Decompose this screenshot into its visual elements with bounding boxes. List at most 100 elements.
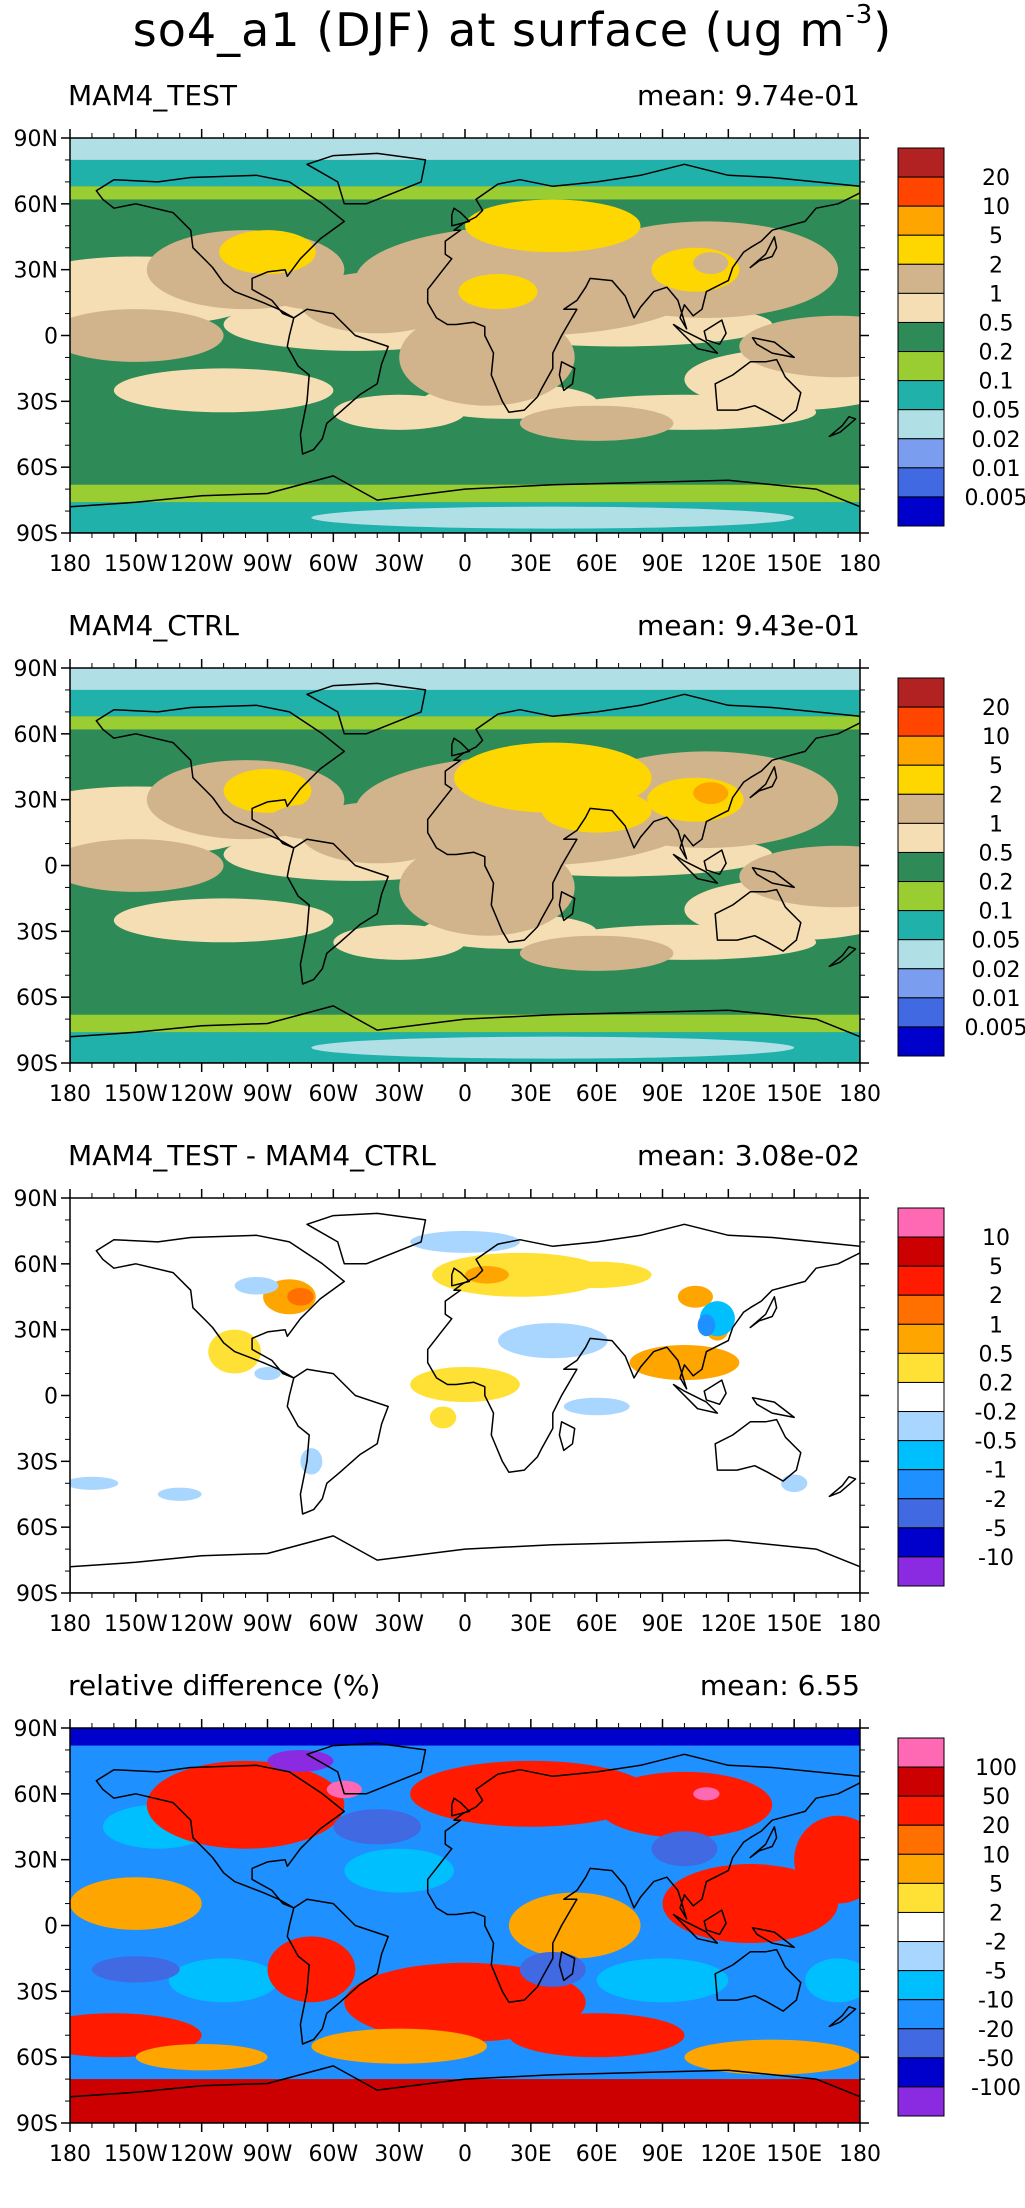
field-patch [629, 1345, 740, 1381]
coastline-africa-eurasia [426, 163, 860, 414]
lon-tick-label: 30E [510, 1082, 552, 1107]
coastline-africa-eurasia [426, 693, 860, 944]
lon-tick-label: 60W [308, 552, 358, 577]
field-patch [739, 315, 860, 378]
colorbar-swatch [897, 467, 945, 498]
colorbar-label: 0.005 [965, 486, 1025, 511]
lon-tick-label: 180 [49, 552, 91, 577]
coastlines [70, 152, 860, 533]
lat-tick-label: 60N [14, 193, 58, 218]
coastlines [70, 1212, 860, 1593]
colorbar-label: 10 [982, 195, 1010, 220]
lat-tick-label: 0 [44, 855, 58, 880]
coastline-japan [749, 1826, 778, 1859]
field-patch [70, 839, 224, 892]
field-patch [70, 1476, 119, 1490]
colorbar-swatch [897, 409, 945, 440]
field-arctic-band [70, 689, 860, 717]
colorbar-label: 5 [989, 754, 1003, 779]
coastline-africa-eurasia [426, 1753, 860, 2004]
field-patch-max [326, 1780, 362, 1799]
coastline-japan [749, 236, 778, 269]
colorbar-label: 2 [989, 253, 1003, 278]
coastline-indonesia [672, 323, 719, 354]
lon-tick-label: 180 [839, 552, 881, 577]
colorbar-swatch [897, 1795, 945, 1826]
lat-tick-label: 30N [14, 1849, 58, 1874]
lat-tick-label: 60N [14, 723, 58, 748]
lon-tick-label: 60W [308, 2142, 358, 2167]
colorbar-label: 0.5 [979, 841, 1014, 866]
colorbar-swatch [897, 997, 945, 1028]
title-exponent: -3 [845, 0, 874, 30]
coastline-australia [714, 888, 802, 952]
panel-mean: mean: 6.55 [699, 1669, 860, 1702]
colorbar-swatch [897, 1236, 945, 1267]
coastline-japan [749, 1296, 778, 1329]
lon-tick-label: 90W [243, 1612, 293, 1637]
colorbar-swatch [897, 1323, 945, 1354]
field-patch [805, 1958, 860, 2003]
lon-tick-label: 90W [243, 552, 293, 577]
coastline-madagascar [558, 1421, 576, 1452]
field-patch [267, 804, 356, 840]
colorbar-swatch [897, 1411, 945, 1442]
lon-tick-label: 180 [839, 1612, 881, 1637]
colorbar-swatch [897, 1527, 945, 1558]
contour-fields [70, 1198, 860, 1593]
lon-tick-label: 150W [104, 1082, 168, 1107]
lon-tick-label: 180 [49, 2142, 91, 2167]
field-patch [465, 199, 641, 253]
coastline-south-america [286, 308, 389, 455]
coastline-antarctica [70, 2065, 860, 2123]
contour-fields [70, 668, 860, 1063]
coastline-uk [451, 737, 471, 757]
colorbar-swatch [897, 764, 945, 795]
field-patch [234, 1277, 279, 1295]
colorbar-swatch [897, 677, 945, 708]
colorbar-swatch [897, 263, 945, 294]
lat-tick-label: 60S [16, 1516, 58, 1541]
field-patch [311, 2028, 487, 2064]
coastline-uk [451, 1267, 471, 1287]
field-patch [70, 1877, 202, 1930]
lat-tick-label: 90S [16, 2112, 58, 2137]
field-arctic-low [70, 138, 860, 160]
colorbar-swatch [897, 438, 945, 469]
field-patch [91, 1956, 180, 1983]
lon-tick-label: 30E [510, 1612, 552, 1637]
field-patch [135, 2044, 268, 2071]
field-patch [113, 898, 334, 943]
lon-tick-label: 150W [104, 1612, 168, 1637]
lat-tick-label: 0 [44, 1385, 58, 1410]
lat-tick-label: 0 [44, 1915, 58, 1940]
field-patch [677, 1285, 713, 1308]
colorbar-swatch [897, 2086, 945, 2117]
colorbar-swatch [897, 822, 945, 853]
coastline-antarctica [70, 1535, 860, 1593]
lat-tick-label: 30N [14, 259, 58, 284]
field-patch [287, 1287, 314, 1306]
colorbar-swatch [897, 1381, 945, 1413]
lat-tick-label: 0 [44, 325, 58, 350]
coastline-madagascar [558, 891, 576, 922]
coastline-north-america [95, 1234, 346, 1379]
colorbar-swatch [897, 939, 945, 970]
colorbar-swatch [897, 1440, 945, 1471]
colorbar-label: -10 [978, 1989, 1014, 2014]
lon-tick-label: 180 [839, 2142, 881, 2167]
field-patch [333, 1809, 422, 1845]
lon-tick-label: 60E [576, 1612, 618, 1637]
lon-tick-label: 150W [104, 552, 168, 577]
contour-fields [70, 1728, 860, 2123]
coastline-japan [749, 766, 778, 799]
field-patch [146, 1760, 345, 1849]
field-patch [267, 274, 356, 310]
lat-tick-label: 60N [14, 1253, 58, 1278]
colorbar-swatch [897, 1469, 945, 1500]
colorbar-swatch [897, 292, 945, 323]
coastline-greenland [306, 1212, 427, 1265]
title-text: so4_a1 (DJF) at surface (ug m [132, 3, 846, 57]
colorbar-label: 2 [989, 1284, 1003, 1309]
colorbar-label: 0.05 [972, 399, 1021, 424]
